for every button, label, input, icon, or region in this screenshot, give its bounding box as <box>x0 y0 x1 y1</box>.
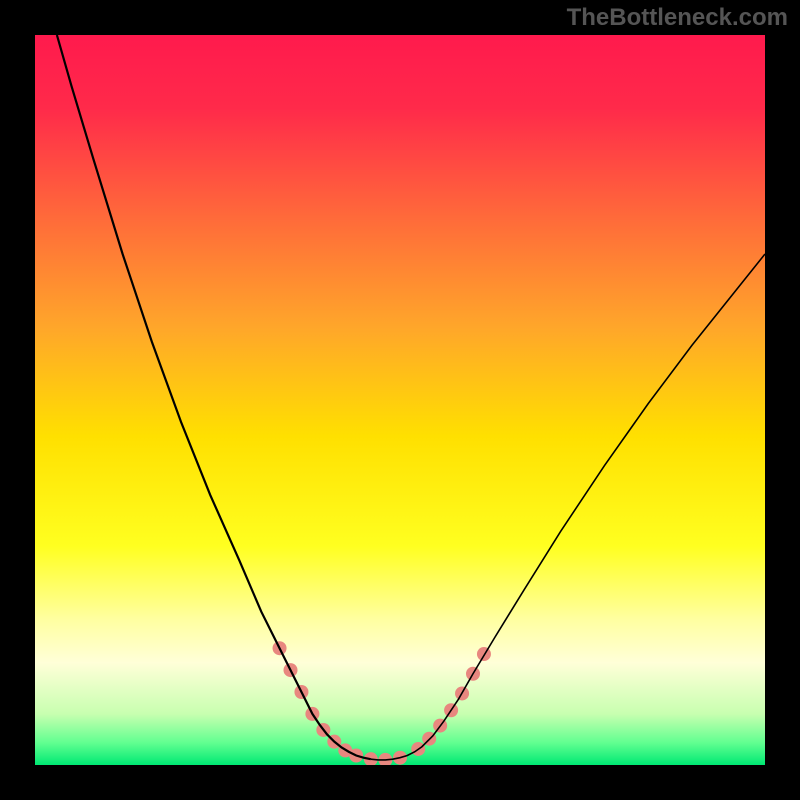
watermark-text: TheBottleneck.com <box>567 4 788 32</box>
curves-layer <box>35 35 765 765</box>
left-curve <box>57 35 371 759</box>
plot-area <box>35 35 765 765</box>
right-curve <box>371 254 765 760</box>
